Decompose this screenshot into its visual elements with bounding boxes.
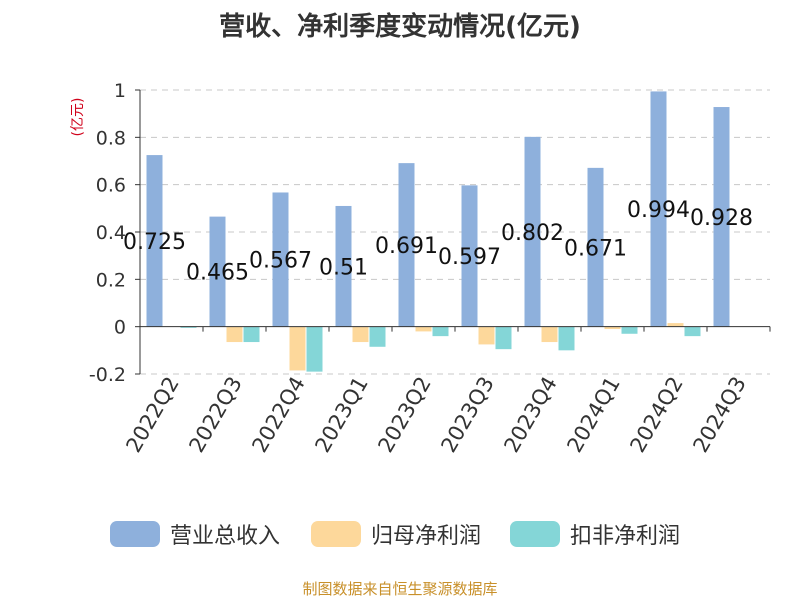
legend-item-net-profit-nonrecurring[interactable]: 扣非净利润	[510, 516, 680, 552]
data-label-revenue: 0.994	[627, 198, 690, 223]
x-tick-label: 2023Q4	[499, 373, 561, 457]
data-source-note: 制图数据来自恒生聚源数据库	[302, 580, 498, 598]
y-tick-label: 0.4	[96, 222, 126, 244]
bar-net-profit-parent	[415, 326, 432, 332]
bar-net-profit-nonrecurring	[180, 326, 197, 328]
bar-revenue	[461, 185, 478, 327]
data-label-revenue: 0.928	[690, 206, 753, 231]
y-tick-label: -0.2	[89, 364, 126, 386]
bar-net-profit-nonrecurring	[306, 326, 323, 372]
legend-label-net-profit-parent: 归母净利润	[371, 524, 482, 549]
bar-net-profit-nonrecurring	[684, 326, 701, 337]
bar-revenue	[335, 205, 352, 327]
y-tick-label: 1	[114, 80, 126, 102]
data-label-revenue: 0.567	[249, 249, 312, 274]
y-tick-label: 0.6	[96, 175, 126, 197]
data-label-revenue: 0.802	[501, 221, 564, 246]
bar-net-profit-nonrecurring	[243, 326, 260, 343]
bar-net-profit-parent	[667, 323, 684, 327]
data-label-revenue: 0.597	[438, 245, 501, 270]
bar-revenue	[146, 155, 163, 327]
x-tick-label: 2023Q1	[310, 373, 372, 457]
legend-swatch-revenue	[110, 521, 160, 547]
legend-item-revenue[interactable]: 营业总收入	[110, 516, 280, 552]
legend-swatch-net-profit-parent	[311, 521, 361, 547]
bar-net-profit-parent	[352, 326, 369, 343]
bar-net-profit-nonrecurring	[495, 326, 512, 350]
bar-net-profit-parent	[478, 326, 495, 345]
y-tick-label: 0.2	[96, 269, 126, 291]
legend-label-net-profit-nonrecurring: 扣非净利润	[570, 524, 681, 549]
legend-swatch-net-profit-nonrecurring	[510, 521, 560, 547]
data-label-revenue: 0.465	[186, 261, 249, 286]
bar-revenue	[524, 136, 541, 327]
x-tick-label: 2024Q2	[625, 373, 687, 457]
bar-net-profit-parent	[541, 326, 558, 343]
x-tick-label: 2023Q2	[373, 373, 435, 457]
bar-revenue	[398, 163, 415, 327]
x-tick-label: 2024Q3	[688, 373, 750, 457]
chart-title: 营收、净利季度变动情况(亿元)	[219, 12, 581, 42]
data-label-revenue: 0.725	[123, 230, 186, 255]
bar-revenue	[587, 167, 604, 327]
bar-net-profit-nonrecurring	[432, 326, 449, 337]
data-label-revenue: 0.51	[319, 255, 368, 280]
bar-revenue	[272, 192, 289, 327]
bar-net-profit-nonrecurring	[621, 326, 638, 334]
data-label-revenue: 0.671	[564, 236, 627, 261]
bar-net-profit-nonrecurring	[558, 326, 575, 351]
x-tick-label: 2022Q4	[247, 373, 309, 457]
x-tick-label: 2022Q2	[121, 373, 183, 457]
y-tick-label: 0.8	[96, 127, 126, 149]
bar-net-profit-parent	[226, 326, 243, 343]
bar-net-profit-nonrecurring	[369, 326, 386, 347]
legend-label-revenue: 营业总收入	[170, 524, 281, 549]
y-tick-label: 0	[114, 317, 126, 339]
legend-item-net-profit-parent[interactable]: 归母净利润	[311, 516, 481, 552]
x-tick-label: 2023Q3	[436, 373, 498, 457]
bar-net-profit-parent	[289, 326, 306, 371]
bar-revenue	[209, 216, 226, 327]
bar-revenue	[713, 107, 730, 327]
data-label-revenue: 0.691	[375, 234, 438, 259]
bar-revenue	[650, 91, 667, 327]
x-tick-label: 2024Q1	[562, 373, 624, 457]
x-tick-label: 2022Q3	[184, 373, 246, 457]
chart-legend: 营业总收入 归母净利润 扣非净利润	[0, 516, 800, 552]
bar-net-profit-parent	[604, 326, 621, 330]
